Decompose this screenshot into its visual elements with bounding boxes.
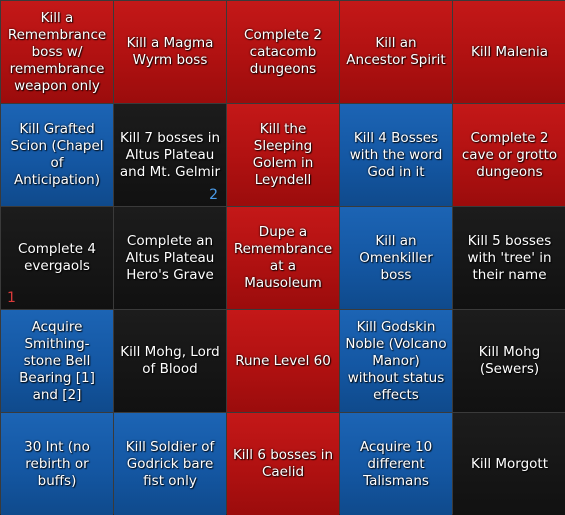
bingo-cell-label: Kill the Sleeping Golem in Leyndell — [252, 121, 314, 188]
bingo-cell-label: Kill an Ancestor Spirit — [346, 35, 446, 68]
bingo-cell-label: Complete 2 catacomb dungeons — [244, 26, 322, 77]
bingo-cell[interactable]: Kill Mohg (Sewers) — [453, 310, 565, 412]
bingo-cell[interactable]: Kill an Omenkiller boss — [340, 207, 452, 309]
bingo-cell[interactable]: Kill 7 bosses in Altus Plateau and Mt. G… — [114, 104, 226, 206]
bingo-cell-label: 30 Int (no rebirth or buffs) — [24, 438, 90, 489]
bingo-cell-label: Kill 5 bosses with 'tree' in their name — [467, 232, 552, 283]
bingo-cell-label: Kill 6 bosses in Caelid — [232, 447, 334, 480]
bingo-cell[interactable]: Kill Grafted Scion (Chapel of Anticipati… — [1, 104, 113, 206]
bingo-cell-label: Acquire Smithing-stone Bell Bearing [1] … — [19, 318, 95, 403]
bingo-cell-label: Kill 4 Bosses with the word God in it — [349, 129, 443, 180]
bingo-cell-label: Kill Mohg, Lord of Blood — [120, 344, 220, 377]
bingo-cell-label: Kill an Omenkiller boss — [359, 232, 433, 283]
bingo-cell[interactable]: Kill a Remembrance boss w/ remembrance w… — [1, 1, 113, 103]
bingo-cell-label: Dupe a Remembrance at a Mausoleum — [233, 224, 333, 291]
bingo-cell-label: Acquire 10 different Talismans — [359, 438, 433, 489]
bingo-cell[interactable]: Complete 4 evergaols 1 — [1, 207, 113, 309]
player-marker: 1 — [7, 290, 16, 306]
bingo-cell-label: Kill a Magma Wyrm boss — [126, 35, 214, 68]
bingo-cell[interactable]: Complete 2 catacomb dungeons — [227, 1, 339, 103]
bingo-cell[interactable]: Kill 5 bosses with 'tree' in their name — [453, 207, 565, 309]
bingo-cell-label: Kill Soldier of Godrick bare fist only — [125, 438, 215, 489]
bingo-cell[interactable]: Kill a Magma Wyrm boss — [114, 1, 226, 103]
bingo-cell[interactable]: 30 Int (no rebirth or buffs) — [1, 413, 113, 515]
bingo-cell-label: Kill Godskin Noble (Volcano Manor) witho… — [345, 318, 447, 403]
bingo-cell[interactable]: Kill Morgott — [453, 413, 565, 515]
player-marker: 2 — [209, 187, 218, 203]
bingo-cell[interactable]: Kill 6 bosses in Caelid — [227, 413, 339, 515]
bingo-cell[interactable]: Kill Godskin Noble (Volcano Manor) witho… — [340, 310, 452, 412]
bingo-cell-label: Complete 4 evergaols — [18, 241, 96, 274]
bingo-cell[interactable]: Kill an Ancestor Spirit — [340, 1, 452, 103]
bingo-cell-label: Kill Morgott — [470, 455, 549, 472]
bingo-cell-label: Kill Grafted Scion (Chapel of Anticipati… — [10, 121, 104, 188]
bingo-cell[interactable]: Acquire 10 different Talismans — [340, 413, 452, 515]
bingo-cell[interactable]: Kill 4 Bosses with the word God in it — [340, 104, 452, 206]
bingo-cell[interactable]: Rune Level 60 — [227, 310, 339, 412]
bingo-cell-label: Rune Level 60 — [235, 352, 331, 369]
bingo-cell[interactable]: Kill the Sleeping Golem in Leyndell — [227, 104, 339, 206]
bingo-cell[interactable]: Kill Malenia — [453, 1, 565, 103]
bingo-cell[interactable]: Kill Soldier of Godrick bare fist only — [114, 413, 226, 515]
bingo-cell[interactable]: Complete 2 cave or grotto dungeons — [453, 104, 565, 206]
bingo-cell[interactable]: Acquire Smithing-stone Bell Bearing [1] … — [1, 310, 113, 412]
bingo-cell-label: Kill Malenia — [471, 43, 548, 60]
bingo-cell[interactable]: Dupe a Remembrance at a Mausoleum — [227, 207, 339, 309]
bingo-cell-label: Complete an Altus Plateau Hero's Grave — [125, 232, 215, 283]
bingo-cell[interactable]: Complete an Altus Plateau Hero's Grave — [114, 207, 226, 309]
bingo-cell-label: Kill a Remembrance boss w/ remembrance w… — [7, 9, 107, 94]
bingo-cell[interactable]: Kill Mohg, Lord of Blood — [114, 310, 226, 412]
bingo-cell-label: Kill 7 bosses in Altus Plateau and Mt. G… — [119, 129, 221, 180]
bingo-cell-label: Complete 2 cave or grotto dungeons — [461, 129, 558, 180]
bingo-cell-label: Kill Mohg (Sewers) — [478, 344, 541, 377]
